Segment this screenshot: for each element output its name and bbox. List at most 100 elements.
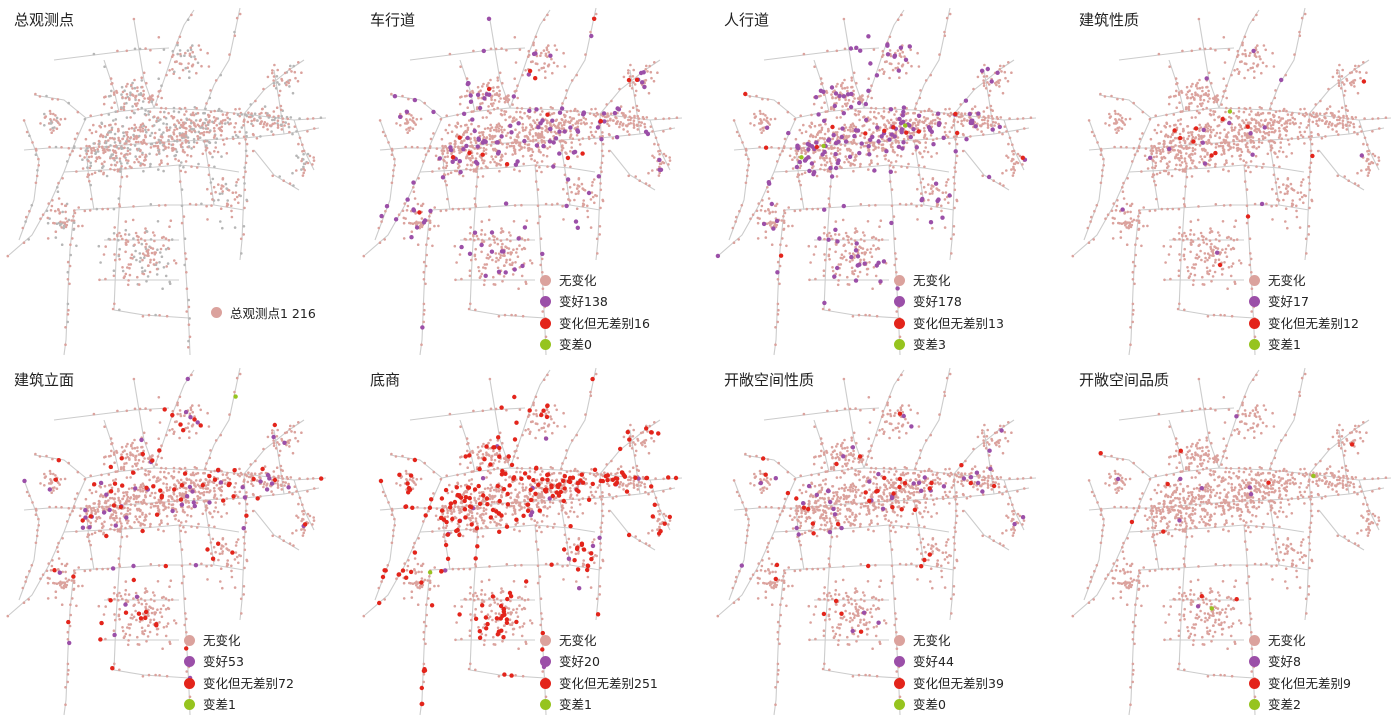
map-panel-3: 人行道无变化变好178 变化但无差别13 变差3: [714, 0, 1063, 360]
panel-title: 车行道: [370, 11, 416, 29]
legend-label: 变好20: [559, 654, 600, 670]
worse-points: [1227, 109, 1233, 114]
legend-item-worse: 变差3: [894, 334, 1004, 355]
legend-item-better: 变好20: [540, 651, 658, 672]
legend-label: 无变化: [1268, 633, 1306, 648]
legend-swatch: [1249, 699, 1260, 711]
legend-swatch: [1249, 317, 1260, 329]
legend-item-unchanged: 无变化: [894, 630, 1004, 651]
legend-item-unchanged: 无变化: [184, 630, 294, 651]
legend-label: 变差1: [203, 696, 236, 712]
legend: 无变化变好178 变化但无差别13 变差3: [894, 270, 1004, 355]
legend-label: 变化但无差别72: [203, 675, 294, 691]
legend-label: 无变化: [913, 273, 951, 288]
map-panel-6: 底商无变化变好20 变化但无差别251 变差1: [360, 360, 709, 720]
legend-label-survey: 总观测点1 216: [230, 306, 316, 321]
map-panel-5: 建筑立面 无变化 变好53 变化但无差别72 变差1: [4, 360, 353, 720]
legend-item-changed-no-diff: 变化但无差别39: [894, 673, 1004, 694]
legend-item-worse: 变差0: [540, 334, 650, 355]
worse-points: [799, 123, 908, 160]
map-panel-1: 总观测点 总观测点1 216: [4, 0, 353, 360]
legend-label: 变差2: [1268, 696, 1301, 712]
better-points: [715, 34, 1028, 306]
legend-item-worse: 变差1: [184, 694, 294, 715]
panel-title: 底商: [370, 371, 401, 389]
legend: 无变化变好138 变化但无差别16 变差0: [540, 270, 650, 355]
legend-label: 变差0: [559, 336, 592, 352]
legend-label: 无变化: [1268, 273, 1306, 288]
legend-swatch: [540, 275, 551, 287]
legend-item-unchanged: 无变化: [1249, 630, 1351, 651]
legend-item-changed-no-diff: 变化但无差别16: [540, 313, 650, 334]
legend-swatch: [540, 656, 551, 668]
legend-item-better: 变好17: [1249, 291, 1359, 312]
legend-label: 无变化: [559, 633, 597, 648]
legend-label: 变好53: [203, 654, 244, 670]
legend-swatch: [894, 635, 905, 647]
better-points: [379, 16, 664, 330]
legend-swatch: [894, 296, 905, 308]
changed-no-diff-points: [1172, 79, 1367, 268]
map-canvas: [716, 367, 1037, 716]
legend-swatch: [184, 677, 195, 689]
panel-title: 开敞空间品质: [1079, 371, 1170, 389]
legend-item-changed-no-diff: 变化但无差别13: [894, 313, 1004, 334]
legend-swatch: [540, 317, 551, 329]
legend-item-changed-no-diff: 变化但无差别251: [540, 673, 658, 694]
legend-label: 变好44: [913, 654, 954, 670]
legend-label: 变化但无差别12: [1268, 315, 1359, 331]
legend-label: 变化但无差别9: [1268, 675, 1351, 691]
legend-label: 变好17: [1268, 294, 1309, 310]
unchanged-points: [1071, 372, 1388, 709]
legend: 无变化变好53 变化但无差别72 变差1: [184, 630, 294, 715]
map-canvas: [6, 7, 327, 356]
legend-swatch: [894, 677, 905, 689]
legend-item-better: 变好44: [894, 651, 1004, 672]
worse-points: [233, 394, 238, 399]
legend-item-better: 变好138: [540, 291, 650, 312]
better-points: [22, 376, 306, 681]
legend-label: 变差1: [559, 696, 592, 712]
legend: 无变化变好8 变化但无差别9 变差2: [1249, 630, 1351, 715]
better-points: [739, 413, 1026, 634]
legend-label: 变化但无差别251: [559, 675, 658, 691]
legend-label: 变差3: [913, 336, 946, 352]
legend-label: 变好8: [1268, 654, 1301, 670]
legend-swatch: [540, 699, 551, 711]
legend-label: 变差1: [1268, 336, 1301, 352]
legend-item-changed-no-diff: 变化但无差别12: [1249, 313, 1359, 334]
legend-swatch: [540, 339, 551, 351]
legend-label: 变好138: [559, 294, 608, 310]
legend-item-better: 变好178: [894, 291, 1004, 312]
legend-label: 无变化: [913, 633, 951, 648]
changed-no-diff-points: [52, 407, 324, 671]
worse-points: [1209, 473, 1316, 611]
legend-item-worse: 变差1: [540, 694, 658, 715]
unchanged-points: [1071, 12, 1388, 349]
legend: 总观测点1 216: [211, 303, 316, 322]
legend-item-changed-no-diff: 变化但无差别72: [184, 673, 294, 694]
map-canvas: [715, 7, 1037, 356]
panel-title: 人行道: [724, 11, 770, 29]
legend-item-worse: 变差1: [1249, 334, 1359, 355]
changed-no-diff-points: [417, 16, 640, 215]
legend-label: 无变化: [559, 273, 597, 288]
legend-swatch: [1249, 275, 1260, 287]
legend-item-unchanged: 无变化: [1249, 270, 1359, 291]
legend-item-better: 变好53: [184, 651, 294, 672]
legend-swatch: [1249, 339, 1260, 351]
legend-swatch: [894, 699, 905, 711]
worse-points: [427, 570, 433, 575]
map-canvas: [1071, 367, 1392, 716]
map-panel-8: 开敞空间品质无变化变好8 变化但无差别9 变差2: [1069, 360, 1397, 720]
legend-swatch: [184, 699, 195, 711]
map-canvas: [6, 367, 327, 716]
legend-label: 变化但无差别13: [913, 315, 1004, 331]
better-points: [1115, 414, 1254, 609]
legend-item-worse: 变差0: [894, 694, 1004, 715]
legend-item-better: 变好8: [1249, 651, 1351, 672]
legend-label: 变化但无差别39: [913, 675, 1004, 691]
changed-no-diff-points: [1098, 442, 1355, 602]
legend-item-unchanged: 无变化: [540, 270, 650, 291]
panel-title: 建筑性质: [1079, 11, 1140, 29]
